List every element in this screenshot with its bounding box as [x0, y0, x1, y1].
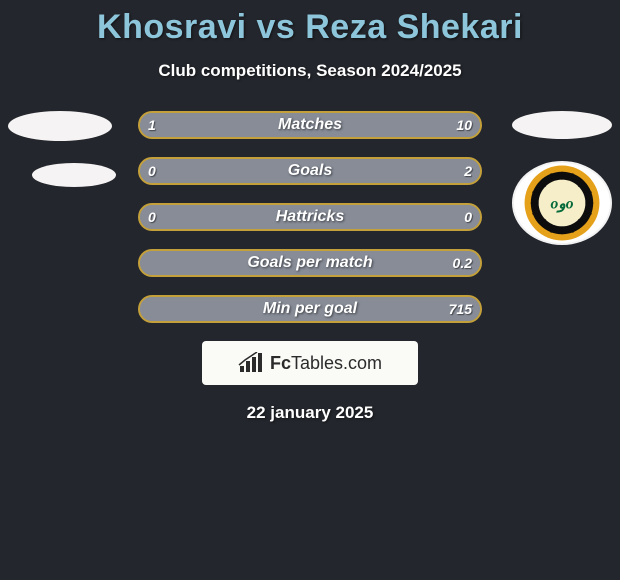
bar-track — [138, 157, 482, 185]
club-crest-icon: oوo — [523, 164, 601, 242]
bar-track — [138, 295, 482, 323]
player-club-placeholder — [32, 163, 116, 187]
bar-fill-right — [140, 251, 480, 275]
bar-track — [138, 203, 482, 231]
bar-fill-right — [171, 113, 480, 137]
bar-fill-right — [140, 297, 480, 321]
bar-fill-left — [140, 205, 310, 229]
club-badge: oوo — [512, 161, 612, 245]
bar-fill-right — [140, 159, 480, 183]
bar-chart-icon — [238, 352, 264, 374]
bar-track — [138, 249, 482, 277]
bar-track — [138, 111, 482, 139]
stat-row: Goals per match0.2 — [138, 249, 482, 277]
player-photo-placeholder — [8, 111, 112, 141]
comparison-bars: Matches110 Goals02 Hattricks00 Goals per ma… — [138, 111, 482, 323]
stat-row: Matches110 — [138, 111, 482, 139]
comparison-card: Khosravi vs Reza Shekari Club competitio… — [0, 0, 620, 580]
page-subtitle: Club competitions, Season 2024/2025 — [0, 61, 620, 81]
snapshot-date: 22 january 2025 — [0, 403, 620, 423]
brand-suffix: Tables.com — [291, 353, 382, 373]
stat-row: Min per goal715 — [138, 295, 482, 323]
svg-text:oوo: oوo — [550, 195, 573, 213]
left-player-column — [8, 111, 116, 187]
site-logo-text: FcTables.com — [270, 353, 382, 374]
stat-row: Hattricks00 — [138, 203, 482, 231]
page-title: Khosravi vs Reza Shekari — [0, 0, 620, 47]
bar-fill-left — [140, 113, 171, 137]
right-player-column: oوo — [512, 111, 612, 245]
content-area: oوo Matches110 Goals02 Hattricks00 Goals pe… — [0, 111, 620, 423]
bar-fill-right — [310, 205, 480, 229]
player-photo-placeholder — [512, 111, 612, 139]
stat-row: Goals02 — [138, 157, 482, 185]
site-logo[interactable]: FcTables.com — [202, 341, 418, 385]
brand-prefix: Fc — [270, 353, 291, 373]
